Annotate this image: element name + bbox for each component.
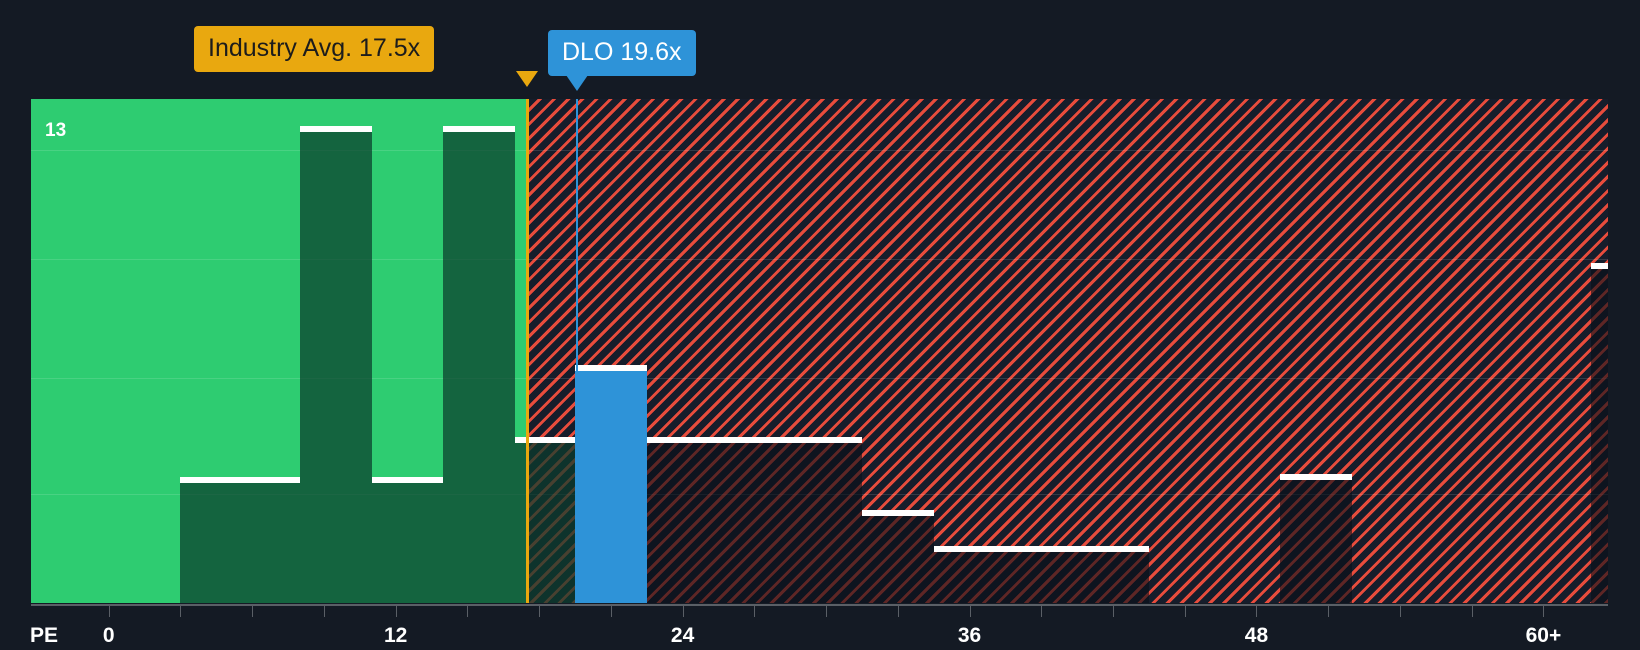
bar-cap [933, 546, 1006, 553]
x-tick [754, 606, 756, 617]
bar-cap [515, 437, 575, 444]
x-tick [1328, 606, 1330, 617]
x-tick [539, 606, 541, 617]
histogram-bar[interactable] [1280, 473, 1353, 603]
x-tick [1041, 606, 1043, 617]
histogram-bar[interactable] [1077, 546, 1149, 603]
histogram-bar[interactable] [1005, 546, 1078, 603]
histogram-bar[interactable] [300, 125, 372, 603]
bar-cap [1005, 546, 1078, 553]
x-tick [897, 606, 899, 617]
bar-cap [180, 477, 253, 484]
x-tick-label: 12 [383, 624, 408, 647]
histogram-bar[interactable] [574, 364, 647, 603]
callout-tail [516, 71, 539, 88]
bar-cap [790, 437, 862, 444]
x-tick [826, 606, 828, 617]
bar-cap [574, 364, 647, 371]
x-axis-title: PE [30, 624, 59, 647]
histogram-bar[interactable] [790, 437, 862, 603]
histogram-bar[interactable] [180, 477, 253, 603]
callout-label: DLO 19.6x [562, 38, 682, 66]
histogram-bar[interactable] [252, 477, 300, 603]
x-tick [467, 606, 469, 617]
bar-cap [1077, 546, 1149, 553]
x-tick [395, 606, 397, 617]
callout-label: Industry Avg. 17.5x [208, 34, 421, 62]
bar-cap [252, 477, 300, 484]
x-tick [1113, 606, 1115, 617]
histogram-bar[interactable] [1591, 263, 1608, 603]
bar-cap [443, 125, 516, 132]
y-max-value-label: 13 [45, 120, 67, 141]
x-tick [252, 606, 254, 617]
bar-cap [1280, 473, 1353, 480]
plot-area [31, 99, 1608, 603]
x-tick [1184, 606, 1186, 617]
bar-cap [300, 125, 372, 132]
bar-cap [371, 477, 444, 484]
x-tick [969, 606, 971, 617]
x-tick [1256, 606, 1258, 617]
x-axis-line [31, 604, 1608, 606]
x-tick-label: 24 [670, 624, 695, 647]
overvalued-zone-hatched [527, 99, 1608, 603]
histogram-bar[interactable] [933, 546, 1006, 603]
x-tick [1543, 606, 1545, 617]
x-tick-label: 0 [102, 624, 115, 647]
bar-cap [718, 437, 791, 444]
x-tick [682, 606, 684, 617]
histogram-bar[interactable] [646, 437, 719, 603]
x-tick [323, 606, 325, 617]
bar-cap [646, 437, 719, 444]
histogram-bar[interactable] [371, 477, 444, 603]
x-tick-label: 48 [1244, 624, 1269, 647]
marker-line-dlo [576, 99, 579, 603]
x-tick [1399, 606, 1401, 617]
histogram-bar[interactable] [443, 125, 516, 603]
marker-line-industry-avg [526, 99, 530, 603]
histogram-bar[interactable] [515, 437, 575, 603]
bar-cap [861, 509, 934, 516]
histogram-bar[interactable] [718, 437, 791, 603]
callout-dlo[interactable]: DLO 19.6x [548, 30, 696, 92]
x-tick-label: 60+ [1525, 624, 1562, 647]
callout-industry-avg[interactable]: Industry Avg. 17.5x [194, 26, 539, 88]
x-tick-label: 36 [957, 624, 982, 647]
histogram-bar[interactable] [861, 509, 934, 603]
x-tick [180, 606, 182, 617]
x-tick [108, 606, 110, 617]
x-tick [1471, 606, 1473, 617]
x-tick [610, 606, 612, 617]
callout-tail [566, 75, 589, 92]
bar-cap [1591, 263, 1608, 270]
